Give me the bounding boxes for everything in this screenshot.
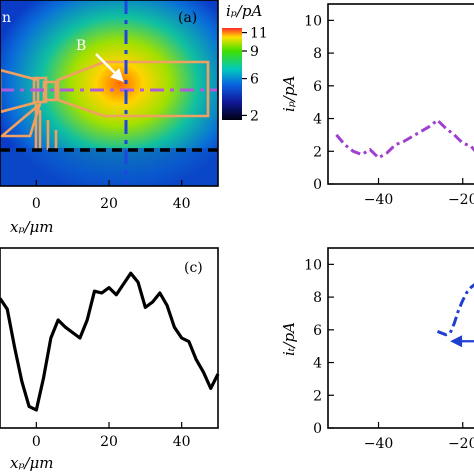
panel-b: 0 2 4 6 8 10 −40 −20 iₚ/pA <box>280 3 474 208</box>
y-tick-label: 2 <box>313 144 322 160</box>
panel-b-ylabel: iₚ/pA <box>280 76 298 112</box>
panel-a-partial-text: n <box>2 10 11 26</box>
panel-c-label: (c) <box>184 260 203 276</box>
y-tick-label: 8 <box>313 290 322 306</box>
x-tick-label: 20 <box>100 434 118 450</box>
x-tick-label: 0 <box>32 434 41 450</box>
y-tick-label: 0 <box>313 421 322 437</box>
y-tick-label: 4 <box>313 356 322 372</box>
panel-a-label: (a) <box>178 10 197 26</box>
y-tick-label: 8 <box>313 46 322 62</box>
series-line <box>436 283 474 337</box>
colorbar-strip <box>222 28 242 120</box>
y-tick-label: 4 <box>313 112 322 128</box>
colorbar-tick-label: 6 <box>250 72 259 88</box>
colorbar-tick-label: 2 <box>250 108 259 124</box>
y-tick-label: 6 <box>313 323 322 339</box>
panel-a: B (a) n <box>0 0 219 187</box>
colorbar-tick-label: 9 <box>250 44 259 60</box>
annotation-b: B <box>76 38 86 54</box>
annotation-arrow <box>95 53 124 82</box>
panel-d-ylabel: iₜ/pA <box>280 322 298 356</box>
panel-b-frame <box>327 3 474 185</box>
y-tick-label: 6 <box>313 79 322 95</box>
x-tick-label: −40 <box>364 192 394 208</box>
colorbar: 11 9 6 2 iₚ/pA <box>222 2 268 124</box>
x-tick-label: −20 <box>448 192 474 208</box>
panel-d: 0 2 4 6 8 10 −40 −20 iₜ/pA <box>280 247 474 452</box>
panel-d-frame <box>327 247 474 429</box>
arrow-head <box>450 335 463 348</box>
x-tick-label: 40 <box>173 196 191 212</box>
y-tick-label: 10 <box>304 13 322 29</box>
colorbar-title: iₚ/pA <box>226 2 262 20</box>
y-tick-label: 2 <box>313 388 322 404</box>
x-tick-label: 40 <box>173 434 191 450</box>
x-tick-label: −40 <box>364 436 394 452</box>
panel-c: 0 20 40 (c) xₚ/μm <box>0 247 220 472</box>
series-line <box>335 118 474 160</box>
colorbar-tick-label: 11 <box>250 26 268 42</box>
panel-a-x-axis: 0 20 40 xₚ/μm <box>10 180 191 236</box>
y-tick-label: 10 <box>304 257 322 273</box>
x-tick-label: −20 <box>448 436 474 452</box>
panel-c-xlabel: xₚ/μm <box>10 454 53 472</box>
y-tick-label: 0 <box>313 177 322 193</box>
heatmap-lower-band <box>0 148 218 186</box>
panel-a-xlabel: xₚ/μm <box>10 218 53 236</box>
x-tick-label: 20 <box>100 196 118 212</box>
x-tick-label: 0 <box>32 196 41 212</box>
series-line <box>0 271 220 412</box>
